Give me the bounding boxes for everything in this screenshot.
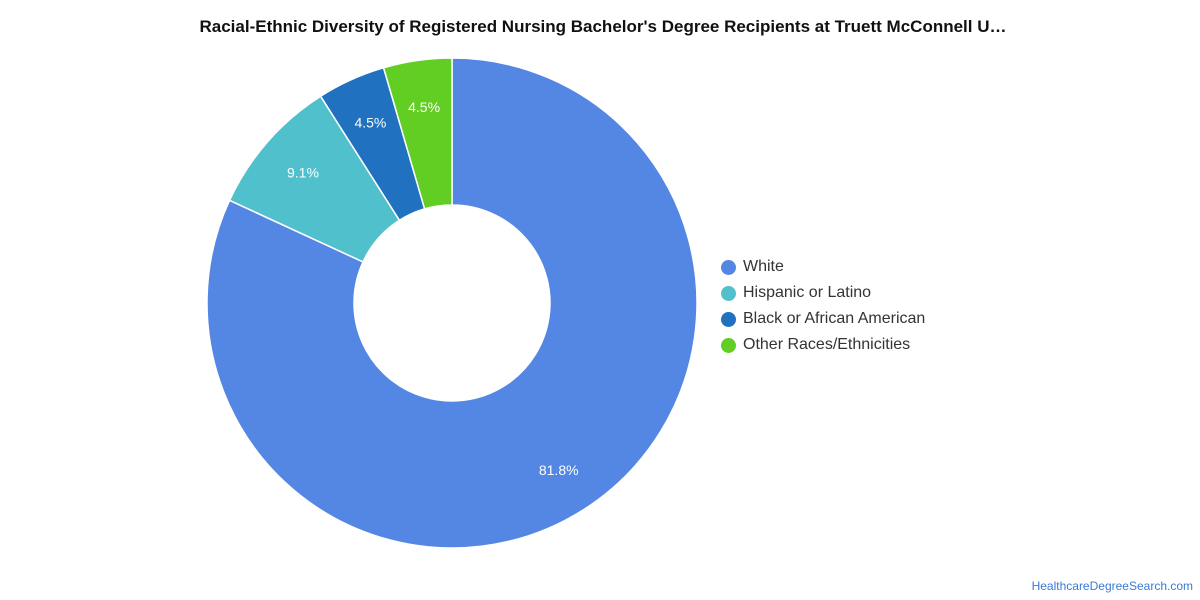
legend-swatch xyxy=(721,285,736,301)
legend-item-other[interactable]: Other Races/Ethnicities xyxy=(721,332,925,358)
legend-swatch xyxy=(721,337,736,353)
legend-item-hispanic[interactable]: Hispanic or Latino xyxy=(721,280,925,306)
source-link[interactable]: HealthcareDegreeSearch.com xyxy=(1031,579,1193,593)
data-label-hispanic: 9.1% xyxy=(287,165,319,181)
data-label-black: 4.5% xyxy=(354,115,386,131)
legend-label: White xyxy=(743,258,784,275)
legend-label: Hispanic or Latino xyxy=(743,284,872,301)
legend-item-black[interactable]: Black or African American xyxy=(721,306,925,332)
slice-other[interactable] xyxy=(382,57,453,210)
legend-swatch xyxy=(721,311,736,327)
data-label-white: 81.8% xyxy=(539,462,579,478)
legend-item-white[interactable]: White xyxy=(721,254,925,280)
legend-label: Black or African American xyxy=(743,310,926,327)
legend-label: Other Races/Ethnicities xyxy=(743,336,911,353)
legend-swatch xyxy=(721,259,736,275)
legend: White Hispanic or Latino Black or Africa… xyxy=(721,254,925,358)
slice-white[interactable] xyxy=(206,57,698,549)
data-label-other: 4.5% xyxy=(408,99,440,115)
chart-title: Racial-Ethnic Diversity of Registered Nu… xyxy=(199,17,1007,36)
